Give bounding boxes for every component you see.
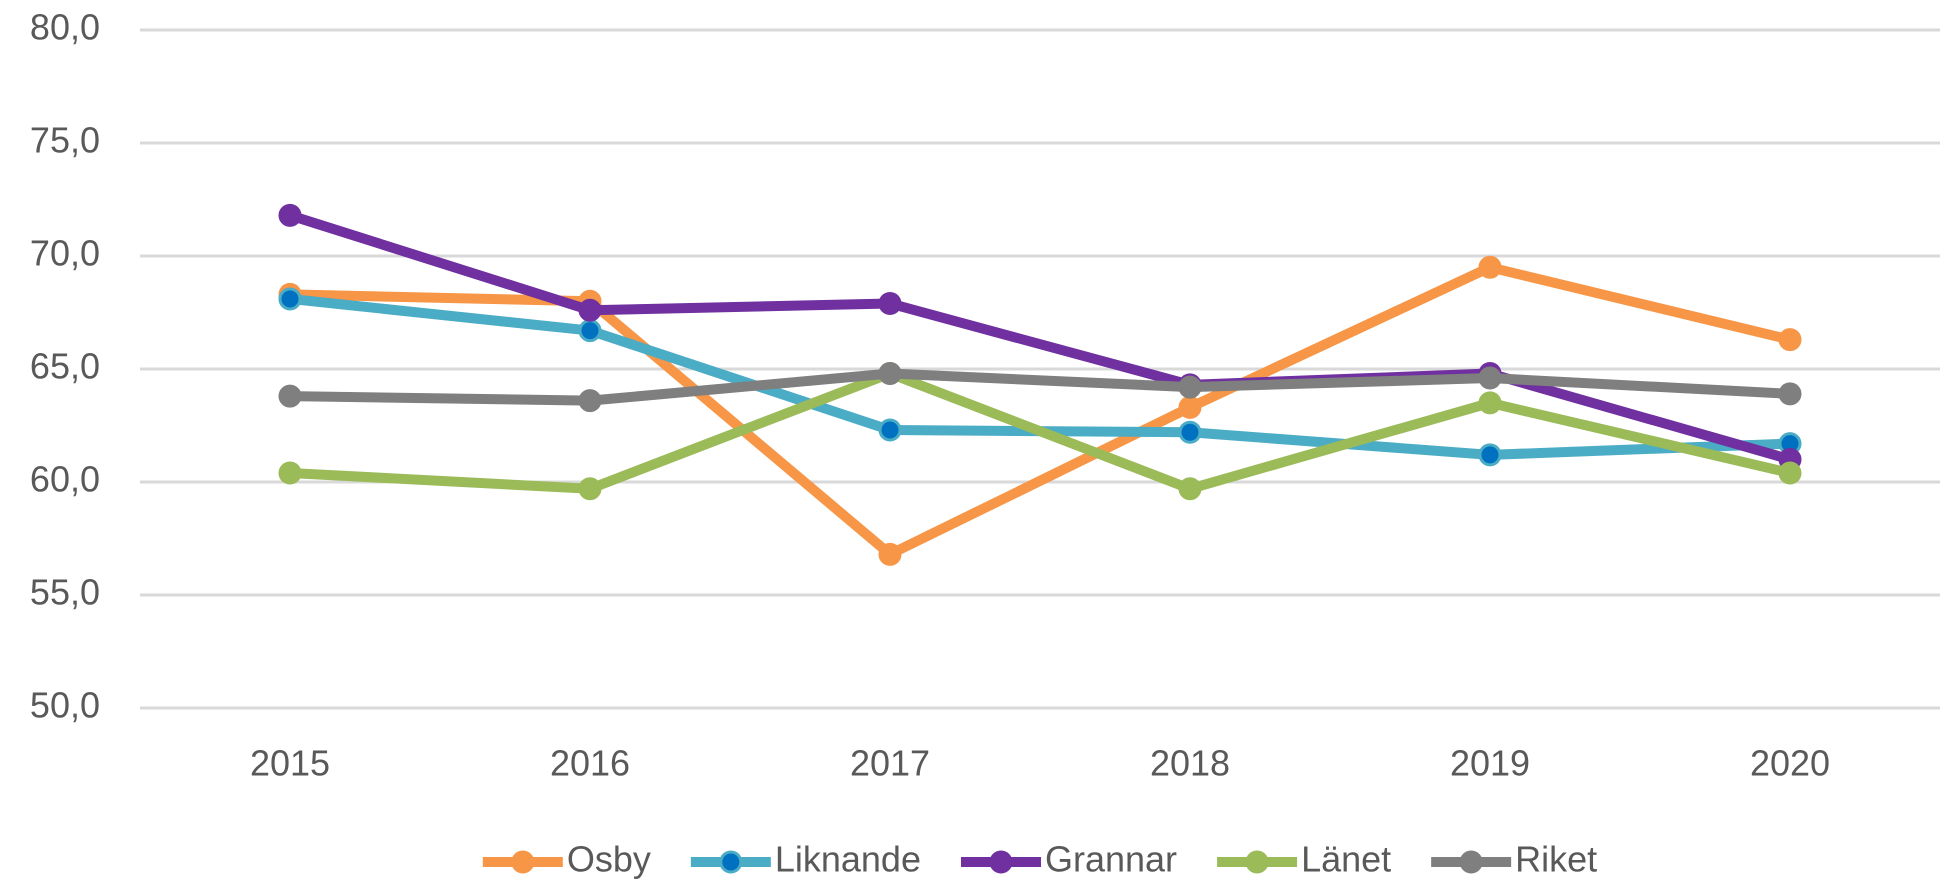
- marker: [1178, 375, 1202, 399]
- marker: [878, 418, 902, 442]
- legend-label: Osby: [567, 839, 651, 880]
- marker: [878, 291, 902, 315]
- series-line: [289, 368, 1791, 406]
- y-tick-label: 50,0: [30, 685, 100, 726]
- legend-marker: [1245, 850, 1269, 874]
- x-tick-label: 2016: [550, 743, 630, 784]
- legend: Osby Liknande Grannar Länet Riket: [482, 839, 1597, 880]
- legend-marker: [719, 850, 743, 874]
- series-line: [289, 368, 1792, 494]
- marker: [1178, 420, 1202, 444]
- legend-marker: [1459, 850, 1483, 874]
- marker: [1478, 366, 1502, 390]
- marker: [278, 384, 302, 408]
- marker: [1778, 328, 1802, 352]
- x-tick-label: 2015: [250, 743, 330, 784]
- marker: [278, 287, 302, 311]
- marker: [278, 461, 302, 485]
- marker: [1478, 391, 1502, 415]
- legend-label: Grannar: [1045, 839, 1177, 880]
- y-tick-label: 80,0: [30, 7, 100, 48]
- legend-label: Länet: [1301, 839, 1391, 880]
- series-line: [288, 210, 1792, 465]
- y-tick-label: 70,0: [30, 233, 100, 274]
- marker: [278, 203, 302, 227]
- marker: [1478, 255, 1502, 279]
- legend-label: Riket: [1515, 839, 1597, 880]
- y-tick-label: 60,0: [30, 459, 100, 500]
- marker: [1178, 395, 1202, 419]
- legend-marker: [511, 850, 535, 874]
- marker: [578, 298, 602, 322]
- legend-label: Liknande: [775, 839, 921, 880]
- marker: [578, 389, 602, 413]
- marker: [1778, 461, 1802, 485]
- y-tick-label: 65,0: [30, 346, 100, 387]
- series-line: [289, 262, 1792, 560]
- x-tick-label: 2018: [1150, 743, 1230, 784]
- x-tick-label: 2020: [1750, 743, 1830, 784]
- marker: [878, 542, 902, 566]
- y-tick-label: 75,0: [30, 120, 100, 161]
- marker: [578, 477, 602, 501]
- marker: [578, 319, 602, 343]
- marker: [878, 362, 902, 386]
- x-tick-label: 2017: [850, 743, 930, 784]
- marker: [1478, 443, 1502, 467]
- y-tick-label: 55,0: [30, 572, 100, 613]
- marker: [1778, 382, 1802, 406]
- x-tick-label: 2019: [1450, 743, 1530, 784]
- legend-marker: [989, 850, 1013, 874]
- marker: [1178, 477, 1202, 501]
